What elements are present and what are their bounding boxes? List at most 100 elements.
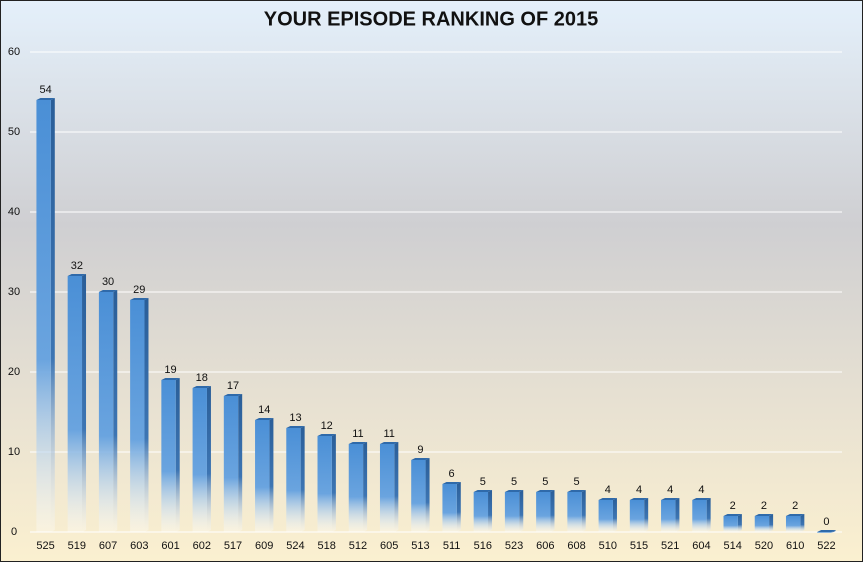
bar-side (644, 498, 649, 532)
y-tick-label: 10 (8, 446, 20, 458)
bar-top (785, 514, 805, 516)
data-label: 19 (164, 364, 176, 376)
bar-side (175, 378, 180, 532)
data-label: 5 (542, 476, 548, 488)
data-label: 13 (289, 412, 301, 424)
bar-top (130, 298, 149, 300)
bar-side (769, 514, 774, 532)
bar-top (67, 274, 87, 276)
data-label: 5 (480, 476, 486, 488)
x-tick-label: 610 (786, 540, 804, 552)
bar-top (473, 490, 493, 492)
bar-front (286, 428, 301, 532)
bar-top (567, 490, 586, 492)
x-tick-label: 517 (224, 540, 242, 552)
data-label: 12 (321, 420, 333, 432)
data-label: 4 (667, 484, 673, 496)
x-tick-label: 522 (817, 540, 835, 552)
bar-top (723, 514, 742, 516)
bar (754, 514, 774, 532)
bar (629, 498, 649, 532)
data-label: 11 (383, 428, 394, 440)
bar (223, 394, 243, 532)
bar-front (379, 444, 395, 532)
bar-side (550, 490, 555, 532)
bar-side (144, 298, 149, 532)
data-label: 11 (352, 428, 363, 440)
bar-front (317, 436, 332, 532)
bar-top (379, 442, 399, 444)
data-label: 2 (761, 500, 767, 512)
x-tick-label: 524 (286, 540, 304, 552)
bar-front (192, 388, 207, 532)
bar-side (581, 490, 586, 532)
bar-top (754, 514, 774, 516)
bar-front (598, 500, 613, 532)
bar-side (706, 498, 711, 532)
x-tick-label: 525 (36, 540, 54, 552)
bar-side (675, 498, 680, 532)
bar-front (504, 492, 520, 532)
bar-front (348, 444, 364, 532)
x-tick-label: 514 (724, 540, 742, 552)
bar (317, 434, 336, 532)
bar-side (238, 394, 243, 532)
bar-front (723, 516, 738, 532)
data-label: 0 (823, 516, 829, 528)
x-tick-label: 512 (349, 540, 367, 552)
x-tick-label: 513 (411, 540, 429, 552)
bar-top (629, 498, 649, 500)
data-label: 4 (605, 484, 611, 496)
data-label: 54 (39, 84, 51, 96)
bar (98, 290, 118, 532)
data-label: 32 (71, 260, 83, 272)
bar-side (800, 514, 805, 532)
bar-front (442, 484, 457, 532)
bar (567, 490, 586, 532)
bar (536, 490, 555, 532)
data-label: 18 (196, 372, 208, 384)
bar-side (519, 490, 524, 532)
y-tick-label: 30 (8, 286, 20, 298)
bar-top (411, 458, 430, 460)
bar-front (411, 460, 426, 532)
bar-front (629, 500, 645, 532)
bar-front (67, 276, 83, 532)
bar-top (692, 498, 711, 500)
bar-front (255, 420, 270, 532)
x-tick-label: 601 (161, 540, 179, 552)
bar (161, 378, 180, 532)
chart-title: YOUR EPISODE RANKING OF 2015 (264, 8, 599, 30)
bar-side (394, 442, 399, 532)
bar-side (612, 498, 617, 532)
bar-front (130, 300, 145, 532)
x-tick-label: 603 (130, 540, 148, 552)
bar-front (785, 516, 801, 532)
y-tick-label: 0 (11, 526, 17, 538)
bar (130, 298, 149, 532)
x-tick-label: 602 (193, 540, 211, 552)
data-label: 29 (133, 284, 145, 296)
x-tick-label: 520 (755, 540, 773, 552)
data-label: 17 (227, 380, 239, 392)
x-tick-label: 511 (443, 540, 461, 552)
bar-side (831, 530, 836, 533)
bar-side (331, 434, 336, 532)
x-tick-label: 604 (692, 540, 710, 552)
bar-top (98, 290, 118, 292)
bar (692, 498, 711, 532)
bar (504, 490, 524, 532)
y-tick-label: 60 (8, 46, 20, 58)
bar-top (661, 498, 680, 500)
bar-top (192, 386, 211, 388)
x-tick-label: 605 (380, 540, 398, 552)
bar-side (206, 386, 211, 532)
bar (473, 490, 493, 532)
data-label: 6 (449, 468, 455, 480)
bar-top (255, 418, 274, 420)
x-tick-label: 606 (536, 540, 554, 552)
y-tick-label: 40 (8, 206, 20, 218)
bar (192, 386, 211, 532)
